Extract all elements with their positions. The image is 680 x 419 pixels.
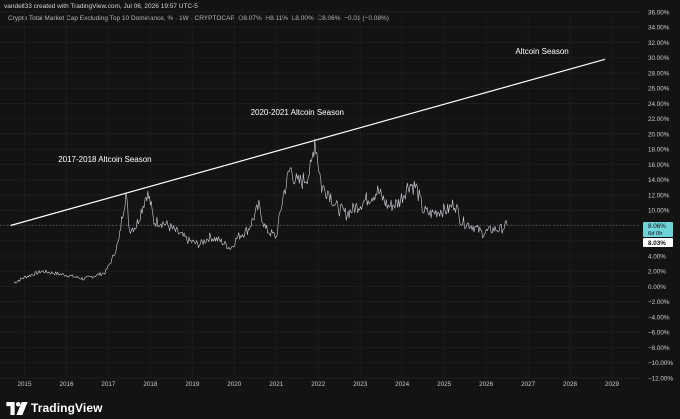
symbol-legend: Crypto Total Market Cap Excluding Top 10… (8, 15, 389, 22)
y-tick-label: 18.00% (648, 147, 670, 154)
annotation-label: 2017-2018 Altcoin Season (58, 155, 151, 164)
y-tick-label: −10.00% (648, 360, 673, 367)
header-attribution: vandell33 created with TradingView.com, … (4, 3, 198, 10)
y-tick-label: 4.00% (648, 253, 666, 260)
chart-grid (0, 11, 640, 379)
y-tick-label: 34.00% (648, 25, 670, 32)
last-price-badge (643, 222, 673, 238)
y-tick-label: 32.00% (648, 40, 670, 47)
close-label: C (317, 15, 323, 22)
x-tick-label: 2018 (143, 381, 158, 388)
trendline-segment[interactable] (10, 58, 606, 227)
price-axis[interactable]: −12.00% −10.00% −8.00% −6.00% −4.00% −2.00% 0.… (648, 9, 673, 382)
low-value: 8.00% (295, 15, 314, 22)
y-tick-label: 36.00% (648, 9, 670, 16)
y-tick-label: 0.00% (648, 284, 666, 291)
annotation-label: Altcoin Season (515, 47, 568, 56)
footer-bar (0, 398, 680, 419)
y-tick-label: −8.00% (648, 345, 670, 352)
price-badges: 8.06%6d 0h 8.03% (643, 222, 673, 248)
y-tick-label: 12.00% (648, 192, 670, 199)
last-price-label: 8.06% (648, 223, 666, 230)
y-tick-label: 16.00% (648, 162, 670, 169)
x-tick-label: 2028 (563, 381, 578, 388)
open-label: O (238, 15, 244, 22)
x-tick-label: 2015 (17, 381, 32, 388)
open-value: 8.07% (243, 15, 262, 22)
bar-countdown-label: 6d 0h (648, 231, 663, 237)
low-label: L (291, 15, 296, 22)
x-tick-label: 2029 (605, 381, 620, 388)
y-tick-label: 2.00% (648, 269, 666, 276)
y-tick-label: −6.00% (648, 330, 670, 337)
price-series (13, 138, 508, 284)
x-tick-label: 2027 (521, 381, 536, 388)
x-tick-label: 2020 (227, 381, 242, 388)
y-tick-label: −2.00% (648, 299, 670, 306)
y-tick-label: −12.00% (648, 375, 673, 382)
close-value: 8.06% (322, 15, 341, 22)
x-tick-label: 2023 (353, 381, 368, 388)
x-tick-label: 2022 (311, 381, 326, 388)
high-label: H (265, 15, 271, 22)
y-tick-label: 30.00% (648, 55, 670, 62)
x-tick-label: 2024 (395, 381, 410, 388)
x-tick-label: 2021 (269, 381, 284, 388)
x-tick-label: 2026 (479, 381, 494, 388)
x-tick-label: 2016 (59, 381, 74, 388)
trendline[interactable] (10, 58, 606, 227)
tradingview-logo[interactable]: TradingView (6, 401, 103, 415)
tradingview-logo-text: TradingView (31, 401, 103, 415)
high-value: 8.11% (270, 15, 289, 22)
symbol-title: Crypto Total Market Cap Excluding Top 10… (8, 15, 235, 22)
y-tick-label: 24.00% (648, 101, 670, 108)
reference-price-label: 8.03% (648, 240, 666, 247)
y-tick-label: 28.00% (648, 70, 670, 77)
annotations: Altcoin Season 2020-2021 Altcoin Season 20… (58, 47, 569, 164)
y-tick-label: 20.00% (648, 131, 670, 138)
x-tick-label: 2025 (437, 381, 452, 388)
y-tick-label: 10.00% (648, 208, 670, 215)
time-axis[interactable]: 2015 2016 2017 2018 2019 2020 2021 2022 2023 2024… (17, 381, 619, 388)
x-tick-label: 2019 (185, 381, 200, 388)
tradingview-logo-icon (6, 401, 28, 415)
x-tick-label: 2017 (101, 381, 116, 388)
price-chart[interactable]: Altcoin Season 2020-2021 Altcoin Season 20… (0, 0, 680, 398)
price-line (13, 138, 508, 284)
y-tick-label: 26.00% (648, 86, 670, 93)
y-tick-label: 22.00% (648, 116, 670, 123)
y-tick-label: 14.00% (648, 177, 670, 184)
y-tick-label: −4.00% (648, 314, 670, 321)
annotation-label: 2020-2021 Altcoin Season (251, 108, 344, 117)
reference-price-badge (643, 238, 673, 248)
change-value: −0.01 (−0.08%) (344, 15, 389, 22)
